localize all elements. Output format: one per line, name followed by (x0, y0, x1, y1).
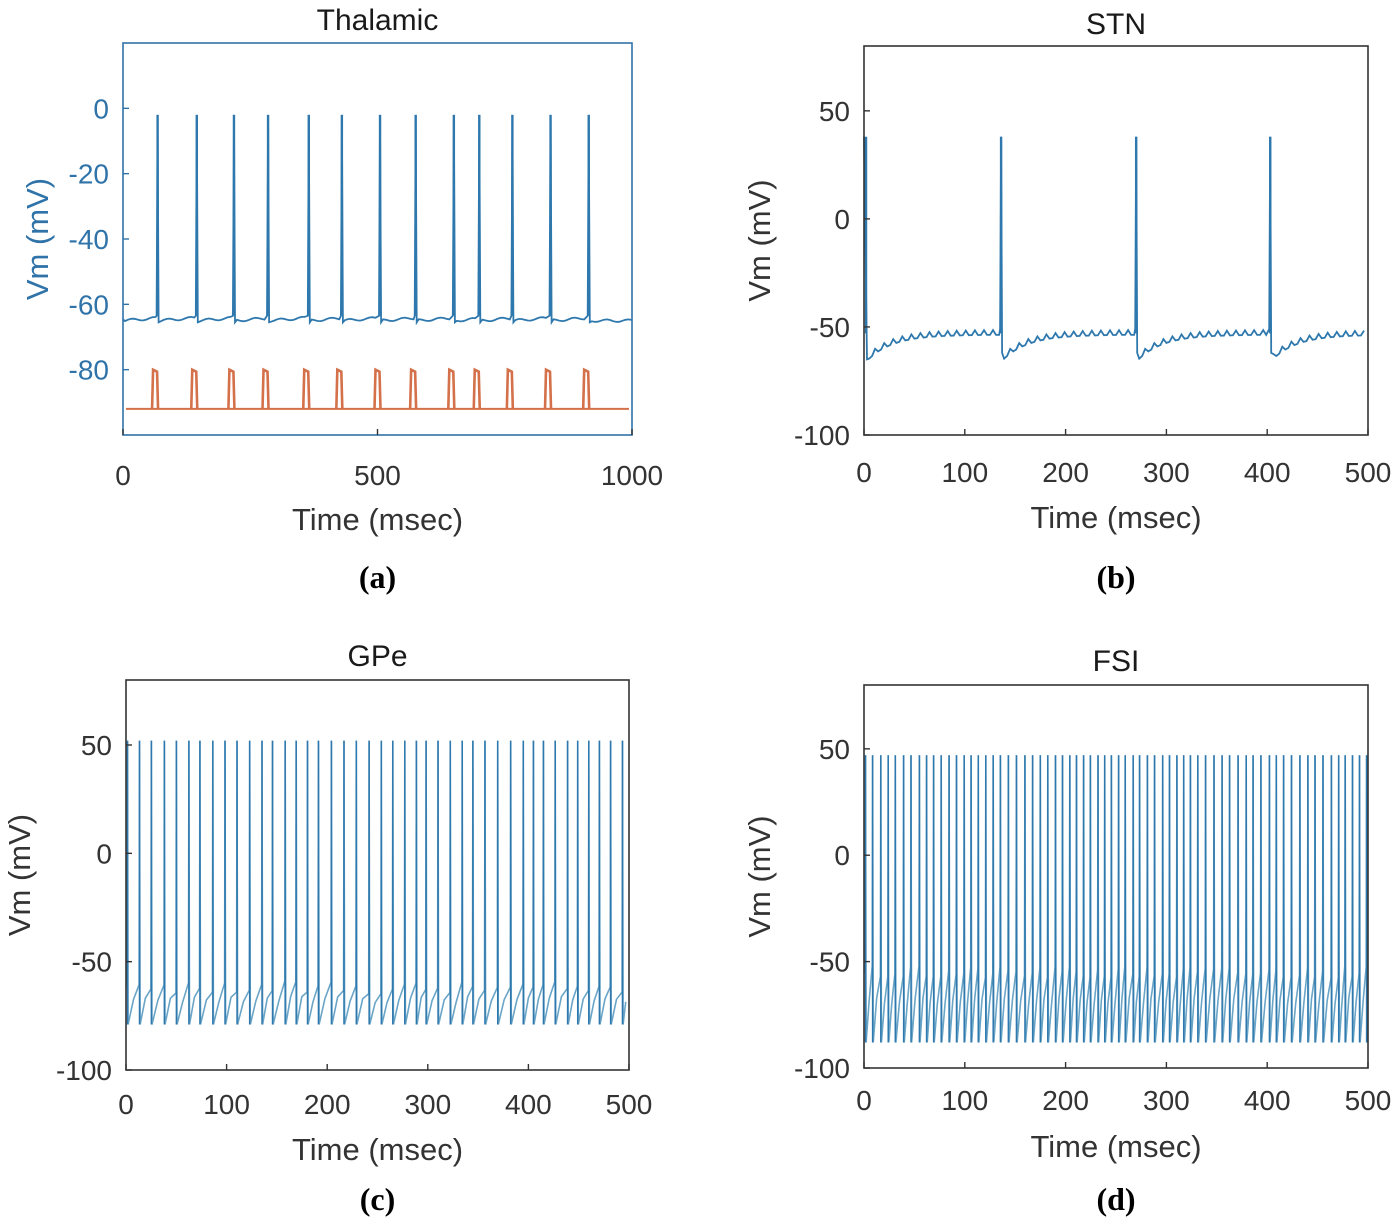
y-tick-label: -100 (56, 1055, 112, 1086)
plot-frame (122, 42, 633, 436)
x-tick-label: 500 (1345, 457, 1392, 488)
x-tick-label: 300 (1143, 457, 1190, 488)
x-tick-label: 0 (118, 1089, 134, 1120)
x-axis-label: Time (msec) (1030, 500, 1201, 535)
y-tick-label: -60 (69, 289, 109, 320)
stimulus-pulse (505, 367, 515, 409)
x-tick-label: 500 (1345, 1085, 1392, 1116)
y-tick-label: -20 (69, 159, 109, 190)
y-axis-label: Vm (mV) (2, 814, 37, 936)
x-tick-label: 100 (941, 1085, 988, 1116)
x-tick-label: 200 (304, 1089, 351, 1120)
chart-title: GPe (347, 640, 407, 673)
plot-frame (863, 45, 1369, 436)
stimulus-pulse (408, 367, 418, 409)
x-tick-label: 200 (1042, 1085, 1089, 1116)
x-tick-label: 400 (505, 1089, 552, 1120)
chart-panel-thalamic: Thalamic 0 500 1000 0 -20 -40 -60 -80 Time (msec)… (20, 4, 663, 595)
trace-membrane-potential (122, 114, 632, 326)
y-axis-label: Vm (mV) (742, 179, 777, 301)
stimulus-pulse (189, 367, 199, 409)
y-tick-label: -100 (794, 1053, 850, 1084)
x-tick-label: 100 (203, 1089, 250, 1120)
y-tick-label: -50 (72, 947, 112, 978)
x-tick-label: 300 (404, 1089, 451, 1120)
x-tick-label: 100 (941, 457, 988, 488)
x-tick-label: 300 (1143, 1085, 1190, 1116)
x-tick-label: 400 (1244, 1085, 1291, 1116)
y-tick-label: 50 (819, 96, 850, 127)
chart-title: Thalamic (317, 4, 439, 37)
x-tick-label: 1000 (601, 460, 663, 491)
panel-label: (b) (1096, 559, 1135, 595)
y-axis-label: Vm (mV) (20, 178, 55, 300)
x-tick-label: 500 (354, 460, 401, 491)
y-tick-label: 0 (834, 840, 850, 871)
x-tick-label: 500 (606, 1089, 653, 1120)
stimulus-pulse (301, 367, 311, 409)
stimulus-pulse (373, 367, 382, 409)
stimulus-pulse (543, 367, 553, 409)
y-tick-label: -100 (794, 420, 850, 451)
y-tick-label: -50 (810, 947, 850, 978)
y-tick-label: -50 (810, 312, 850, 343)
x-tick-label: 0 (856, 1085, 872, 1116)
y-tick-label: 50 (819, 734, 850, 765)
x-tick-label: 200 (1042, 457, 1089, 488)
x-axis-label: Time (msec) (292, 1132, 463, 1167)
y-tick-label: 0 (96, 838, 112, 869)
stimulus-pulse (227, 367, 236, 409)
panel-label: (c) (360, 1181, 396, 1217)
panel-label: (d) (1096, 1181, 1135, 1217)
stimulus-pulse (472, 367, 482, 409)
stimulus-pulse (335, 367, 344, 409)
panel-label: (a) (359, 559, 396, 595)
x-axis-label: Time (msec) (1030, 1129, 1201, 1164)
y-tick-label: 50 (81, 730, 112, 761)
plot-frame (863, 684, 1369, 1069)
trace-membrane-potential (863, 136, 1365, 361)
x-axis-label: Time (msec) (292, 502, 463, 537)
y-tick-label: 0 (834, 204, 850, 235)
y-tick-label: -40 (69, 224, 109, 255)
trace-membrane-potential (126, 740, 627, 1025)
stimulus-pulse (581, 367, 591, 409)
y-tick-label: -80 (69, 355, 109, 386)
stimulus-pulse (447, 367, 456, 409)
chart-title: FSI (1093, 645, 1140, 678)
x-tick-label: 0 (115, 460, 131, 491)
stimulus-pulse (150, 367, 160, 409)
y-axis-label: Vm (mV) (742, 815, 777, 937)
chart-title: STN (1086, 8, 1146, 41)
x-tick-label: 400 (1244, 457, 1291, 488)
x-tick-label: 0 (856, 457, 872, 488)
y-tick-label: 0 (93, 93, 109, 124)
plot-frame (125, 679, 630, 1071)
stimulus-pulse (261, 367, 270, 409)
